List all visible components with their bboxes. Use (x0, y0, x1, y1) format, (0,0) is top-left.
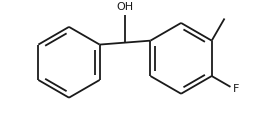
Text: F: F (232, 84, 239, 94)
Text: OH: OH (117, 2, 134, 12)
